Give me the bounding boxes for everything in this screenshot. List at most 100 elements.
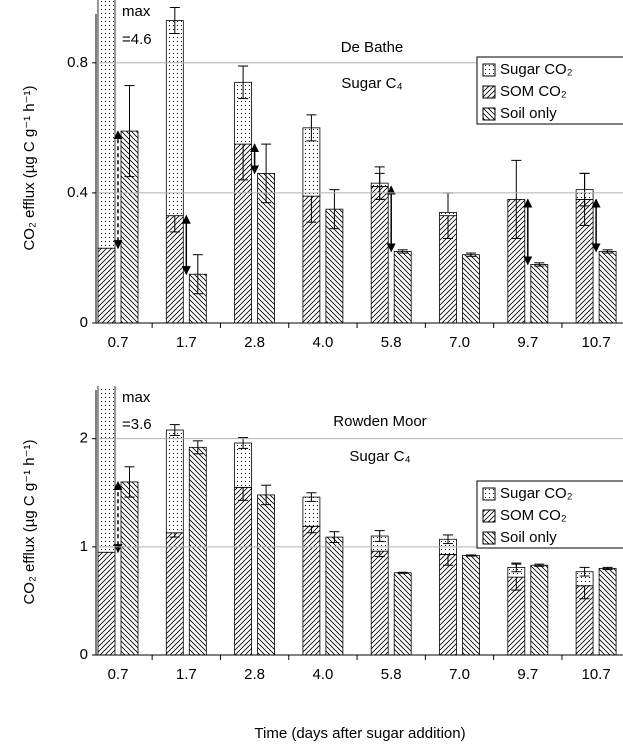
bar [165, 532, 184, 655]
y-tick-label: 0 [80, 314, 88, 331]
legend-label: Sugar CO₂ [500, 61, 573, 78]
error-bar [534, 262, 545, 267]
legend-swatch [482, 531, 496, 545]
error-bar [306, 492, 317, 502]
x-tick-label: 5.8 [381, 334, 402, 351]
x-tick-label: 10.7 [581, 666, 610, 683]
error-bar [579, 566, 590, 577]
panel-subtitle: Sugar C₄ [341, 75, 402, 92]
x-tick-label: 7.0 [449, 666, 470, 683]
legend-label: Sugar CO₂ [500, 485, 573, 502]
x-tick-label: 0.7 [108, 666, 129, 683]
legend-box [476, 480, 623, 549]
bar [165, 20, 184, 217]
legend-label: SOM CO₂ [500, 507, 567, 524]
panel-subtitle: Sugar C₄ [349, 448, 410, 465]
legend-swatch [482, 487, 496, 501]
legend-swatch [482, 85, 496, 99]
panel-title: Rowden Moor [333, 413, 426, 430]
error-bar [397, 249, 408, 254]
error-bar [511, 159, 522, 239]
panel-title: De Bathe [341, 39, 404, 56]
error-bar [534, 563, 545, 567]
plot-area [97, 386, 617, 655]
plot-area [97, 0, 617, 323]
max-annotation: =4.6 [122, 31, 152, 48]
bar [234, 486, 253, 655]
bar [393, 572, 412, 655]
bar [97, 386, 116, 553]
bar [439, 554, 457, 655]
error-bar [169, 424, 180, 436]
y-axis-label: CO₂ efflux (µg C g⁻¹ h⁻¹) [21, 85, 38, 250]
error-bar [466, 252, 476, 257]
x-tick-label: 1.7 [176, 334, 197, 351]
legend-box [476, 56, 623, 125]
bar [598, 568, 617, 655]
error-bar [329, 531, 340, 544]
bar [439, 212, 457, 217]
error-bar [192, 254, 203, 295]
y-tick-label: 1 [80, 538, 88, 555]
bar [598, 251, 617, 323]
error-bar [238, 437, 249, 449]
x-tick-label: 2.8 [244, 334, 265, 351]
bar [302, 525, 321, 655]
error-bar [192, 440, 203, 455]
error-bar [511, 562, 522, 573]
x-tick-label: 4.0 [312, 666, 333, 683]
error-bar [238, 65, 249, 100]
x-axis-label: Time (days after sugar addition) [254, 725, 465, 742]
x-tick-label: 7.0 [449, 334, 470, 351]
legend-swatch [482, 509, 496, 523]
bar [530, 564, 549, 655]
error-bar [169, 6, 180, 35]
bar [165, 429, 184, 534]
x-tick-label: 2.8 [244, 666, 265, 683]
y-tick-label: 0 [80, 646, 88, 663]
bar [234, 442, 253, 488]
bar [393, 251, 412, 323]
x-tick-label: 5.8 [381, 666, 402, 683]
bar [257, 494, 276, 655]
bar [370, 185, 389, 323]
bar [120, 481, 139, 655]
error-bar [124, 85, 135, 178]
error-bar [397, 571, 408, 574]
bar [370, 550, 389, 655]
y-tick-label: 0.8 [67, 54, 88, 71]
error-bar [329, 189, 340, 230]
error-bar [443, 534, 453, 545]
x-tick-label: 4.0 [312, 334, 333, 351]
bar [462, 555, 480, 655]
error-bar [374, 166, 385, 200]
x-tick-label: 9.7 [517, 334, 538, 351]
bar [188, 446, 207, 655]
x-tick-label: 1.7 [176, 666, 197, 683]
error-bar [579, 172, 590, 207]
max-annotation: max [122, 389, 151, 406]
bar [97, 0, 116, 249]
y-tick-label: 2 [80, 430, 88, 447]
y-tick-label: 0.4 [67, 184, 88, 201]
bar [97, 551, 116, 655]
x-tick-label: 0.7 [108, 334, 129, 351]
error-bar [602, 249, 613, 254]
legend-label: Soil only [500, 529, 557, 546]
legend-swatch [482, 107, 496, 121]
max-annotation: =3.6 [122, 416, 152, 433]
max-annotation: max [122, 3, 151, 20]
bar [530, 264, 549, 323]
legend-swatch [482, 63, 496, 77]
bar [97, 247, 116, 323]
legend-label: SOM CO₂ [500, 83, 567, 100]
legend-label: Soil only [500, 105, 557, 122]
error-bar [466, 554, 476, 557]
x-tick-label: 10.7 [581, 334, 610, 351]
bar [462, 254, 480, 323]
error-bar [602, 566, 613, 571]
error-bar [306, 114, 317, 142]
error-bar [374, 530, 385, 542]
error-bar [261, 484, 272, 506]
